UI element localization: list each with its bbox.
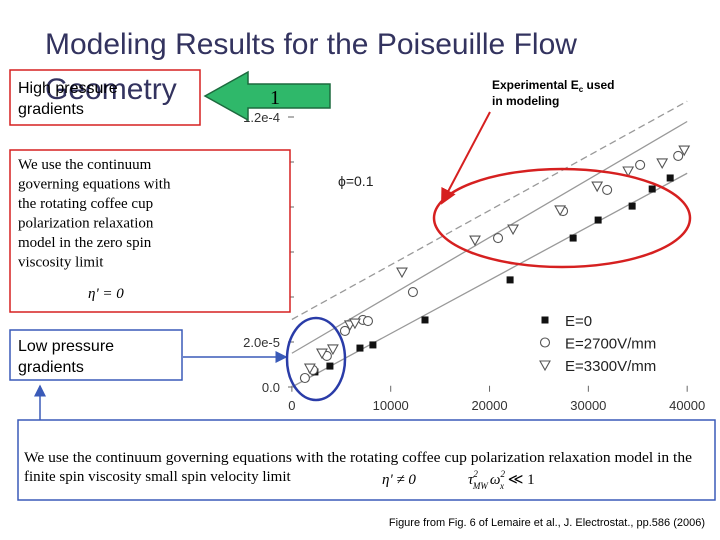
marker-triangle bbox=[396, 267, 408, 279]
x-tick-label: 40000 bbox=[669, 398, 705, 413]
experimental-note: in modeling bbox=[492, 94, 559, 108]
legend-label: E=2700V/mm bbox=[565, 336, 656, 353]
note-text: We use the continuum governing equations… bbox=[24, 450, 692, 466]
formula-sup: 2 bbox=[473, 469, 478, 479]
note-text: viscosity limit bbox=[18, 255, 104, 271]
marker-circle bbox=[673, 150, 684, 161]
experimental-note: Experimental Ec used bbox=[492, 78, 615, 94]
box-text: gradients bbox=[18, 101, 84, 118]
citation: Figure from Fig. 6 of Lemaire et al., J.… bbox=[389, 517, 705, 529]
marker-square bbox=[369, 341, 377, 349]
legend-label: E=3300V/mm bbox=[565, 358, 656, 375]
box-text: Low pressure bbox=[18, 338, 114, 355]
marker-circle bbox=[635, 159, 646, 170]
red-ellipse bbox=[432, 167, 692, 269]
high-pressure-box bbox=[9, 69, 201, 126]
formula-part: ω bbox=[490, 472, 501, 488]
marker-triangle bbox=[622, 166, 635, 178]
marker-square bbox=[594, 216, 602, 224]
marker-circle bbox=[362, 316, 374, 327]
marker-triangle bbox=[469, 235, 481, 247]
formula: η' ≠ 0 bbox=[382, 472, 416, 488]
annotation: ϕ=0.1 bbox=[338, 173, 374, 189]
note-part: Experimental E bbox=[492, 78, 579, 92]
note-part: used bbox=[583, 78, 614, 92]
y-tick-label: 0.0 bbox=[262, 380, 280, 395]
formula-sup: 2 bbox=[500, 469, 505, 479]
fit-line bbox=[291, 100, 688, 321]
legend-marker bbox=[539, 337, 551, 348]
arrow-label: 1 bbox=[270, 87, 280, 109]
bottom-note-box bbox=[17, 419, 716, 501]
marker-triangle bbox=[507, 224, 519, 236]
marker-square bbox=[326, 362, 334, 370]
legend-label: E=0 bbox=[565, 313, 592, 330]
marker-circle bbox=[407, 286, 418, 298]
green-arrow bbox=[203, 70, 331, 122]
x-tick-label: 10000 bbox=[373, 398, 409, 413]
marker-triangle bbox=[326, 344, 339, 356]
marker-square bbox=[648, 185, 656, 193]
note-text: finite spin viscosity small spin velocit… bbox=[24, 469, 291, 485]
marker-circle bbox=[299, 372, 310, 384]
marker-triangle bbox=[554, 205, 567, 217]
marker-square bbox=[666, 174, 674, 182]
fit-line bbox=[291, 172, 688, 388]
box-text: High pressure bbox=[18, 80, 118, 97]
note-text: We use the continuum bbox=[18, 157, 152, 173]
left-note-box bbox=[9, 149, 291, 313]
x-tick-label: 20000 bbox=[471, 398, 507, 413]
y-tick-label: 1.2e-4 bbox=[243, 110, 280, 125]
formula: η' = 0 bbox=[88, 286, 124, 302]
marker-circle bbox=[339, 325, 351, 337]
formula-part: ≪ 1 bbox=[504, 472, 535, 488]
formula-sub: x bbox=[499, 481, 504, 491]
box-text: gradients bbox=[18, 359, 84, 376]
marker-square bbox=[356, 344, 364, 352]
marker-square bbox=[569, 234, 577, 242]
formula-sub: MW bbox=[472, 481, 489, 491]
y-tick-label: 2.0e-5 bbox=[243, 335, 280, 350]
note-text: governing equations with bbox=[18, 177, 171, 193]
marker-triangle bbox=[678, 145, 691, 157]
red-arrow bbox=[441, 111, 491, 205]
x-tick-label: 0 bbox=[288, 398, 295, 413]
legend-marker bbox=[539, 360, 551, 372]
marker-triangle bbox=[591, 181, 604, 193]
note-text: polarization relaxation bbox=[18, 216, 154, 232]
legend-marker bbox=[541, 316, 549, 324]
formula: τ2 MW ω2 x ≪ 1 bbox=[468, 469, 535, 491]
low-pressure-box bbox=[9, 329, 183, 381]
marker-triangle bbox=[348, 318, 361, 330]
marker-square bbox=[421, 316, 429, 324]
title-line: Geometry bbox=[45, 73, 177, 106]
note-sub: c bbox=[579, 85, 584, 94]
x-tick-label: 30000 bbox=[570, 398, 606, 413]
marker-square bbox=[506, 276, 514, 284]
marker-triangle bbox=[303, 363, 316, 375]
note-text: model in the zero spin bbox=[18, 235, 152, 251]
blue-circle bbox=[285, 316, 347, 402]
fit-line bbox=[291, 120, 688, 354]
marker-triangle bbox=[315, 348, 328, 360]
marker-circle bbox=[492, 233, 504, 244]
note-text: the rotating coffee cup bbox=[18, 196, 153, 212]
marker-circle bbox=[602, 184, 613, 195]
marker-triangle bbox=[656, 158, 669, 170]
formula-part: τ bbox=[468, 472, 474, 488]
marker-square bbox=[628, 202, 636, 210]
title-line: Modeling Results for the Poiseuille Flow bbox=[45, 28, 577, 61]
chart: 0.02.0e-54.0e-56.0e-58.0e-51.0e-41.2e-40… bbox=[223, 100, 705, 433]
